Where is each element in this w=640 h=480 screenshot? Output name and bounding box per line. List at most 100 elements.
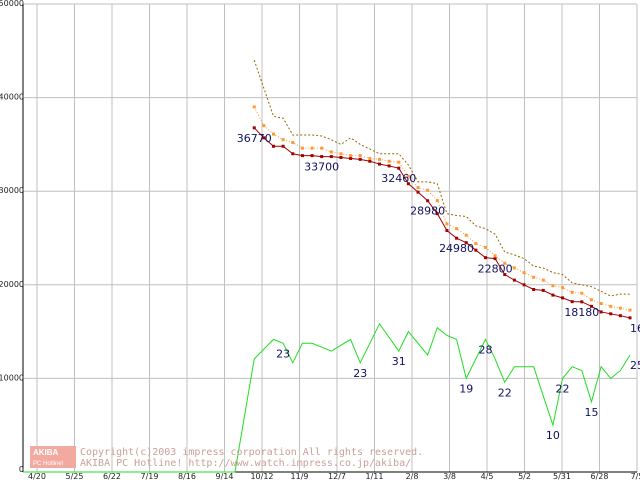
min-price-point [272,144,276,148]
series-group [23,59,632,473]
min-price-point [628,316,632,320]
average-price-point [252,105,256,109]
data-label: 28 [478,343,492,356]
average-price-point [435,199,439,203]
data-label: 16470 [630,322,640,335]
min-price-point [483,256,487,260]
copyright-line: Copyright(c)2003 impress corporation All… [80,447,423,458]
data-label: 25 [630,359,640,372]
min-price-point [339,156,343,160]
x-tick-label: 5/2 [518,472,531,480]
data-label: 36770 [237,132,272,145]
average-price-point [426,188,430,192]
akiba-logo-line2: PC Hotline! [33,461,64,467]
x-tick-labels: 4/20 5/25 6/22 7/19 8/16 9/14 10/12 11/9 12/7 1/1… [28,472,640,480]
min-price-line [253,127,631,319]
min-price-point [580,300,584,304]
data-label: 31 [392,355,406,368]
min-price-point [281,144,285,148]
min-price-point [406,182,410,186]
average-price-point [551,284,555,288]
data-label: 10 [546,429,560,442]
data-label: 15 [584,406,598,419]
data-label: 23 [276,347,290,360]
min-price-point [435,212,439,216]
y-tick-label: 10000 [0,373,24,382]
data-label: 18180 [564,306,599,319]
average-price-point [387,159,391,163]
average-price-point [541,278,545,282]
shop-count-line [23,322,631,473]
x-tick-label: 3/8 [443,472,456,480]
average-price-point [503,261,507,265]
data-labels: 36770 33700 32460 28980 24980 22800 18180 16470… [237,132,640,442]
average-price-point [445,222,449,226]
x-tick-label: 10/12 [250,472,273,480]
x-tick-label: 2/8 [406,472,419,480]
average-price-point [493,254,497,258]
min-price-point [368,159,372,163]
min-price-point [291,152,295,156]
average-price-point [618,306,622,310]
data-label: 23 [353,367,367,380]
average-price-point [368,156,372,160]
x-tick-label: 12/7 [328,472,346,480]
x-tick-label: 9/14 [216,472,234,480]
x-tick-label: 1/11 [366,472,384,480]
min-price-point [377,162,381,166]
average-price-point [349,154,353,158]
data-label: 28980 [410,205,445,218]
average-price-point [522,271,526,275]
average-price-point [512,266,516,270]
min-price-point [464,241,468,245]
min-price-point [561,296,565,300]
min-price-point [310,154,314,158]
average-price-point [589,298,593,302]
average-price-point [291,141,295,145]
min-price-point [474,248,478,252]
x-tick-label: 11/9 [291,472,309,480]
min-price-point [503,273,507,277]
min-price-point [397,166,401,170]
average-price-point [377,157,381,161]
min-price-point [358,157,362,161]
min-price-point [426,199,430,203]
grid-lines [23,3,638,472]
y-tick-label: 50000 [0,0,24,8]
min-price-point [387,164,391,168]
min-price-point [416,190,420,194]
average-price-point [580,291,584,295]
average-price-point [300,146,304,150]
average-price-point [329,150,333,154]
min-price-point [609,312,613,316]
x-tick-label: 7/19 [141,472,159,480]
x-tick-label: 5/31 [553,472,571,480]
min-price-point [349,156,353,160]
average-price-point [358,154,362,158]
min-price-point [445,229,449,233]
y-tick-labels: 0 10000 20000 30000 40000 50000 [0,0,24,474]
max-price-line [253,59,630,297]
x-tick-label: 6/28 [591,472,609,480]
data-label: 19 [459,382,473,395]
average-price-line [253,106,631,311]
y-tick-label: 30000 [0,186,24,195]
average-price-point [320,146,324,150]
y-tick-label: 20000 [0,280,24,289]
data-label: 22 [498,386,512,399]
akiba-logo-box [30,446,76,468]
average-price-point [464,233,468,237]
average-price-point [281,138,285,142]
average-price-point [609,304,613,308]
min-price-point [329,155,333,159]
min-price-point [599,310,603,314]
y-tick-label: 40000 [0,93,24,102]
average-price-point [570,290,574,294]
min-price-point [262,136,266,140]
average-price-point [416,185,420,189]
min-price-point [570,300,574,304]
min-price-point [618,314,622,318]
average-price-point [406,174,410,178]
x-tick-label: 6/22 [103,472,121,480]
